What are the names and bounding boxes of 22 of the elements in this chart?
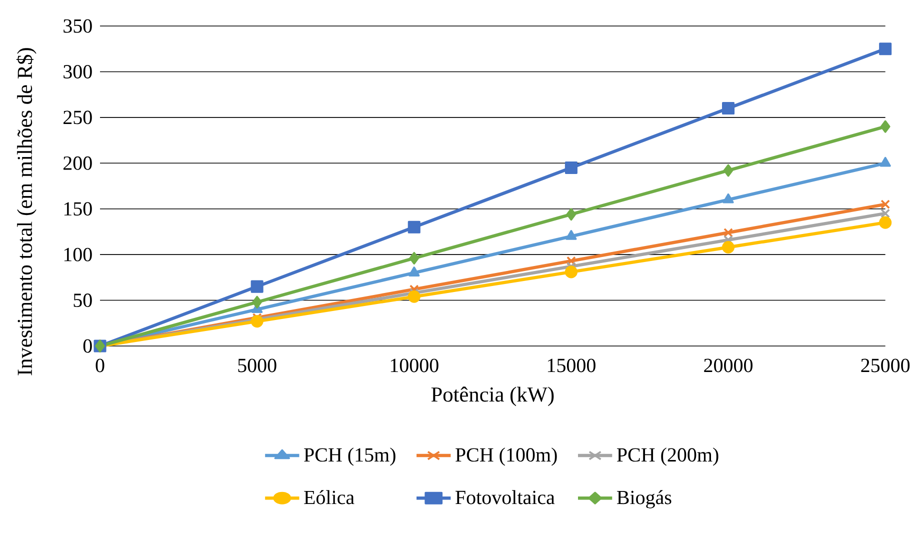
legend-label: PCH (200m) — [616, 448, 718, 466]
y-tick-label: 0 — [83, 339, 92, 353]
y-tick-label: 350 — [64, 19, 92, 33]
y-axis-title: Investimento total (em milhões de R$) — [16, 48, 36, 376]
x-tick-label: 25000 — [861, 358, 910, 372]
x-tick-label: 20000 — [704, 358, 753, 372]
legend-label: Eólica — [304, 490, 354, 504]
y-tick-label: 100 — [64, 248, 92, 262]
legend-label: Biogás — [616, 490, 672, 508]
legend-label: PCH (100m) — [456, 448, 557, 466]
x-tick-label: 5000 — [238, 358, 276, 372]
x-axis-title: Potência (kW) — [431, 386, 554, 406]
x-tick-label: 15000 — [548, 358, 596, 372]
y-tick-label: 300 — [64, 64, 92, 78]
legend-label: PCH (15m) — [304, 448, 396, 466]
x-tick-label: 10000 — [390, 358, 438, 372]
x-tick-label: 0 — [96, 358, 104, 372]
y-tick-label: 250 — [64, 110, 92, 124]
y-tick-label: 200 — [64, 156, 92, 170]
y-tick-label: 50 — [74, 294, 92, 308]
legend-label: Fotovoltaica — [456, 490, 555, 504]
y-tick-label: 150 — [64, 202, 92, 216]
